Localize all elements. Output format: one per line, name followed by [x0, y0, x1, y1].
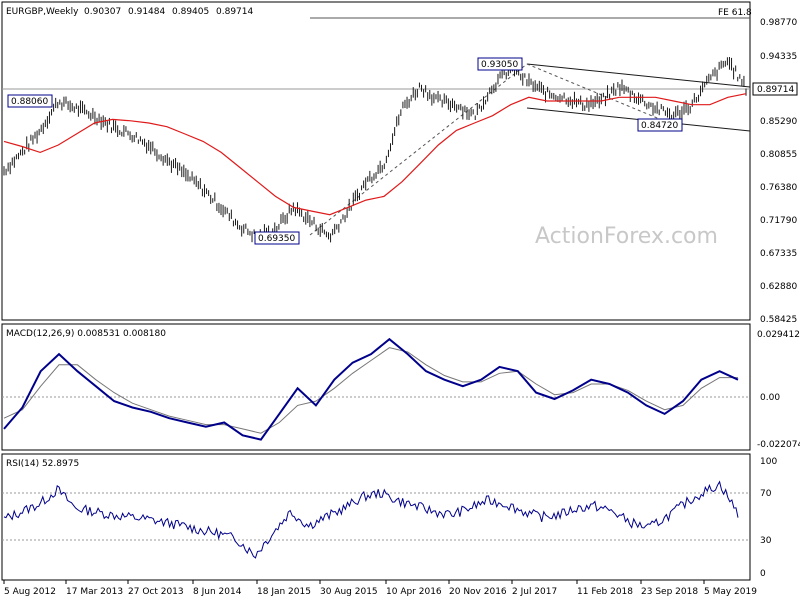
- price-tick: 0.94335: [760, 52, 797, 62]
- annotation-text: 0.84720: [641, 121, 678, 131]
- moving-average-line: [3, 93, 747, 216]
- x-tick-label: 11 Feb 2018: [577, 587, 633, 597]
- x-tick-label: 8 Jun 2014: [193, 587, 242, 597]
- price-y-ticks: 0.98770 0.94335 0.85290 0.80855 0.76380 …: [760, 18, 797, 325]
- symbol-label: EURGBP,Weekly: [6, 7, 79, 17]
- annotation-0.93050: 0.93050: [477, 57, 523, 71]
- ohlc-low: 0.89405: [172, 7, 209, 17]
- macd-tick: -0.022074: [757, 440, 800, 450]
- fib-label: FE 61.8: [718, 8, 752, 18]
- ohlc-high: 0.91484: [128, 7, 165, 17]
- x-tick-label: 10 Apr 2016: [386, 587, 442, 597]
- fib-projection: [309, 63, 528, 236]
- annotation-text: 0.69350: [258, 234, 295, 244]
- rsi-line: [3, 480, 739, 559]
- watermark: ActionForex.com: [535, 224, 718, 249]
- annotation-0.88060: 0.88060: [7, 94, 53, 108]
- current-price-label: 0.89714: [757, 85, 794, 95]
- x-tick-label: 5 Aug 2012: [4, 587, 56, 597]
- rsi-label: RSI(14) 52.8975: [6, 459, 79, 469]
- annotation-text: 0.88060: [11, 97, 48, 107]
- x-tick-label: 2 Jul 2017: [512, 587, 557, 597]
- ohlc-close: 0.89714: [216, 7, 253, 17]
- macd-tick: 0.029412: [757, 330, 800, 340]
- x-tick-label: 17 Mar 2013: [66, 587, 123, 597]
- price-tick: 0.58425: [760, 315, 797, 325]
- x-tick-label: 23 Sep 2018: [641, 587, 698, 597]
- price-tick: 0.98770: [760, 18, 797, 28]
- x-tick-label: 20 Nov 2016: [449, 587, 507, 597]
- fib-projection-2: [526, 63, 663, 121]
- annotation-0.69350: 0.69350: [254, 231, 300, 245]
- annotation-text: 0.93050: [481, 60, 518, 70]
- channel-top: [526, 63, 751, 88]
- rsi-tick: 0: [760, 569, 766, 579]
- current-price-box: [752, 82, 798, 96]
- price-tick: 0.71790: [760, 216, 797, 226]
- price-tick: 0.85290: [760, 117, 797, 127]
- x-axis: 5 Aug 2012 17 Mar 2013 27 Oct 2013 8 Jun 20…: [3, 580, 757, 597]
- x-tick-label: 5 May 2019: [704, 587, 757, 597]
- macd-tick: 0.00: [760, 393, 780, 403]
- x-tick-label: 30 Aug 2015: [320, 587, 378, 597]
- macd-label: MACD(12,26,9) 0.008531 0.008180: [6, 329, 166, 339]
- price-tick: 0.80855: [760, 150, 797, 160]
- price-tick: 0.62880: [760, 282, 797, 292]
- price-tick: 0.76380: [760, 183, 797, 193]
- price-tick: 0.67335: [760, 249, 797, 259]
- x-tick-label: 18 Jan 2015: [257, 587, 311, 597]
- ohlc-open: 0.90307: [84, 7, 121, 17]
- price-panel: [1, 1, 751, 321]
- rsi-tick: 100: [760, 457, 777, 467]
- annotation-0.84720: 0.84720: [637, 118, 683, 132]
- x-tick-label: 27 Oct 2013: [128, 587, 184, 597]
- rsi-tick: 30: [760, 536, 772, 546]
- macd-panel: [1, 323, 751, 451]
- macd-line: [3, 337, 739, 441]
- rsi-tick: 70: [760, 489, 772, 499]
- rsi-panel: [1, 453, 751, 581]
